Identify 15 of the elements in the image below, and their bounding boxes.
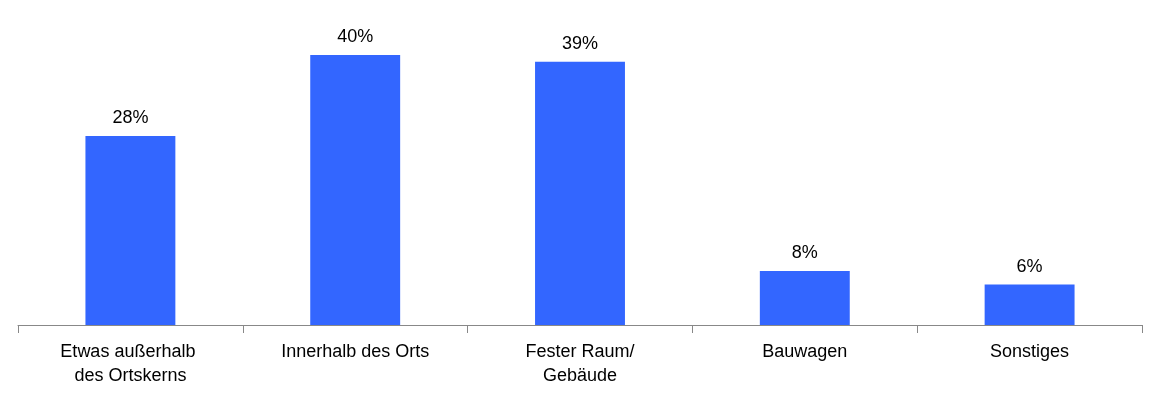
bar xyxy=(759,271,850,325)
data-label: 39% xyxy=(561,32,599,53)
data-label: 28% xyxy=(112,107,149,127)
bar xyxy=(85,136,176,325)
x-tick-label: Sonstiges xyxy=(990,341,1070,361)
data-label: 6% xyxy=(1016,255,1043,276)
x-tick-label: Etwas außerhalb des Ortskerns xyxy=(60,341,201,385)
bar xyxy=(310,55,401,325)
data-label: 8% xyxy=(791,242,818,262)
x-tick-label: Fester Raum/Gebäude xyxy=(525,341,635,385)
bar xyxy=(535,61,625,325)
x-tick-label: Bauwagen xyxy=(762,341,848,361)
bar xyxy=(984,284,1075,325)
x-tick-label: Innerhalb des Orts xyxy=(281,341,430,361)
data-label: 40% xyxy=(337,26,374,46)
